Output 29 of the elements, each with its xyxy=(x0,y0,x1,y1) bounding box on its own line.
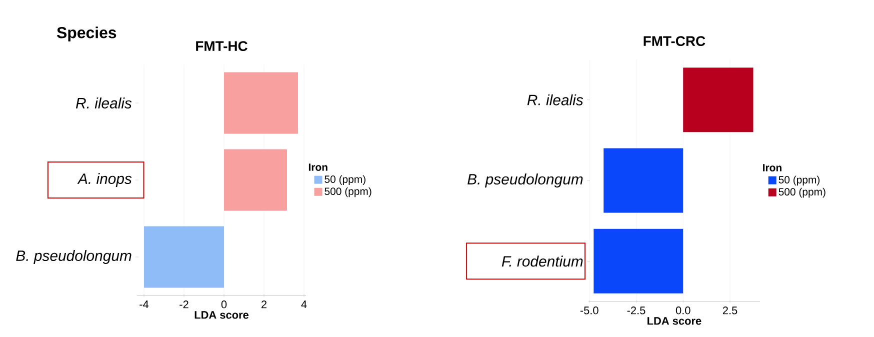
legend-label: 500 (ppm) xyxy=(324,187,372,198)
x-tick-label: 2.5 xyxy=(722,306,738,314)
x-tick-label: 2 xyxy=(262,300,266,308)
y-tick-label: R. ilealis xyxy=(527,94,584,106)
x-axis-title: LDA score xyxy=(648,317,702,325)
chart-title: FMT-CRC xyxy=(644,36,706,46)
x-tick-label: -5.0 xyxy=(580,306,598,314)
y-tick-label: A. inops xyxy=(77,173,132,187)
legend-title: Iron xyxy=(763,164,782,172)
y-tick-label: B. pseudolongum xyxy=(468,174,583,188)
legend-label: 500 (ppm) xyxy=(778,188,826,198)
text: Species xyxy=(56,26,116,42)
legend-label: 50 (ppm) xyxy=(778,176,820,186)
y-tick-label: F. rodentium xyxy=(502,256,583,267)
x-tick-label: -4 xyxy=(140,300,149,308)
x-tick-label: 0.0 xyxy=(676,306,690,314)
x-tick-label: 0 xyxy=(221,300,227,308)
bar xyxy=(224,149,287,211)
chart-title: FMT-HC xyxy=(196,41,248,52)
y-tick-label: R. ilealis xyxy=(76,98,132,108)
x-tick-label: -2 xyxy=(180,300,188,308)
legend-label: 50 (ppm) xyxy=(324,175,366,186)
legend-title: Iron xyxy=(308,164,328,171)
x-axis-title: LDA score xyxy=(194,311,249,319)
x-tick-label: 4 xyxy=(301,300,307,308)
bar xyxy=(224,72,298,134)
y-tick-label: B. pseudolongum xyxy=(16,250,132,264)
bar xyxy=(144,226,224,288)
x-tick-label: -2.5 xyxy=(627,306,646,314)
